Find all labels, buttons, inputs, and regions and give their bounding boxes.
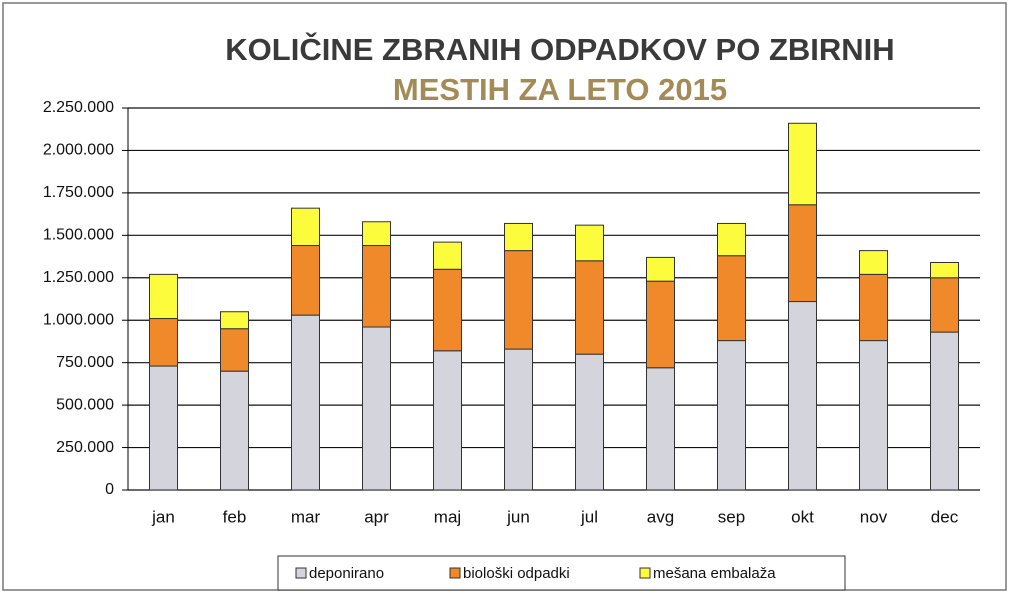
bar-segment bbox=[291, 245, 320, 316]
legend-swatch bbox=[295, 567, 307, 579]
y-tick-label: 2.250.000 bbox=[43, 99, 114, 116]
y-tick-label: 1.500.000 bbox=[43, 227, 114, 244]
y-tick-label: 250.000 bbox=[56, 439, 114, 456]
bar-segment bbox=[433, 350, 462, 491]
bar-segment bbox=[717, 255, 746, 342]
y-tick-label: 1.000.000 bbox=[43, 311, 114, 328]
y-tick-label: 1.750.000 bbox=[43, 184, 114, 201]
bar-segment bbox=[149, 365, 178, 491]
bar-segment bbox=[362, 245, 391, 328]
legend-box bbox=[277, 555, 846, 591]
legend-swatch bbox=[639, 567, 651, 579]
chart-title: KOLIČINE ZBRANIH ODPADKOV PO ZBIRNIH bbox=[225, 31, 894, 67]
bar-segment bbox=[859, 340, 888, 491]
bar-segment bbox=[788, 301, 817, 491]
x-tick-label: jan bbox=[151, 507, 175, 526]
bar-segment bbox=[433, 268, 462, 352]
bar-segment bbox=[646, 367, 675, 491]
x-tick-label: dec bbox=[931, 507, 959, 526]
bar-segment bbox=[149, 273, 178, 320]
bar-segment bbox=[291, 207, 320, 247]
x-tick-label: mar bbox=[291, 507, 321, 526]
bar-segment bbox=[220, 311, 249, 330]
y-tick-label: 750.000 bbox=[56, 354, 114, 371]
bar-segment bbox=[930, 261, 959, 279]
bar-segment bbox=[788, 122, 817, 206]
y-tick-label: 2.000.000 bbox=[43, 142, 114, 159]
bar-segment bbox=[859, 250, 888, 275]
x-tick-label: okt bbox=[791, 507, 814, 526]
x-tick-label: jun bbox=[506, 507, 530, 526]
bar-segment bbox=[575, 260, 604, 355]
bar-segment bbox=[220, 370, 249, 491]
bar-segment bbox=[575, 224, 604, 262]
y-tick-label: 1.250.000 bbox=[43, 269, 114, 286]
bar-segment bbox=[575, 353, 604, 491]
bar-segment bbox=[291, 314, 320, 491]
bar-segment bbox=[930, 331, 959, 491]
bar-segment bbox=[930, 277, 959, 333]
bar-segment bbox=[646, 256, 675, 282]
bar-segment bbox=[504, 250, 533, 350]
bar-segment bbox=[504, 348, 533, 491]
x-tick-label: feb bbox=[223, 507, 247, 526]
bar-segment bbox=[433, 241, 462, 270]
x-tick-label: avg bbox=[647, 507, 674, 526]
chart-subtitle: MESTIH ZA LETO 2015 bbox=[393, 72, 727, 107]
x-tick-label: sep bbox=[718, 507, 745, 526]
x-tick-label: nov bbox=[860, 507, 888, 526]
legend-label: biološki odpadki bbox=[463, 565, 570, 582]
bar-segment bbox=[220, 328, 249, 372]
bar-segment bbox=[717, 222, 746, 257]
x-tick-label: maj bbox=[434, 507, 461, 526]
x-tick-label: apr bbox=[364, 507, 389, 526]
legend-swatch bbox=[449, 567, 461, 579]
bar-segment bbox=[717, 340, 746, 491]
bar-segment bbox=[362, 221, 391, 247]
bar-segment bbox=[788, 204, 817, 303]
x-tick-label: jul bbox=[580, 507, 598, 526]
bar-segment bbox=[646, 280, 675, 369]
y-tick-label: 500.000 bbox=[56, 396, 114, 413]
bar-segment bbox=[859, 273, 888, 342]
bar-segment bbox=[362, 326, 391, 491]
bar-segment bbox=[149, 318, 178, 367]
bar-segment bbox=[504, 222, 533, 252]
legend-label: mešana embalaža bbox=[653, 565, 776, 582]
y-tick-label: 0 bbox=[105, 481, 114, 498]
legend-label: deponirano bbox=[309, 565, 384, 582]
